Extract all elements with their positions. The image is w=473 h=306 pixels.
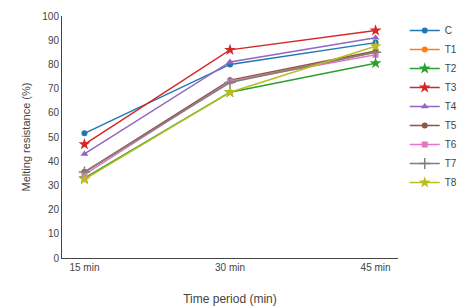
svg-text:T4: T4 xyxy=(445,101,457,112)
svg-text:30 min: 30 min xyxy=(215,262,245,273)
svg-text:Time period (min): Time period (min) xyxy=(183,292,277,306)
svg-text:T6: T6 xyxy=(445,139,457,150)
svg-text:15 min: 15 min xyxy=(69,262,99,273)
svg-text:70: 70 xyxy=(48,83,60,94)
svg-text:Melting resistance (%): Melting resistance (%) xyxy=(20,83,32,192)
svg-text:T7: T7 xyxy=(445,158,457,169)
svg-text:T8: T8 xyxy=(445,177,457,188)
svg-text:T3: T3 xyxy=(445,82,457,93)
svg-text:80: 80 xyxy=(48,59,60,70)
svg-text:T2: T2 xyxy=(445,63,457,74)
svg-text:0: 0 xyxy=(53,253,59,264)
svg-text:C: C xyxy=(445,25,452,36)
svg-text:90: 90 xyxy=(48,35,60,46)
svg-text:60: 60 xyxy=(48,107,60,118)
svg-text:T5: T5 xyxy=(445,120,457,131)
svg-text:100: 100 xyxy=(42,11,59,22)
svg-text:40: 40 xyxy=(48,156,60,167)
svg-text:50: 50 xyxy=(48,132,60,143)
svg-text:20: 20 xyxy=(48,204,60,215)
svg-text:10: 10 xyxy=(48,228,60,239)
svg-text:45 min: 45 min xyxy=(361,262,391,273)
svg-text:30: 30 xyxy=(48,180,60,191)
svg-text:T1: T1 xyxy=(445,44,457,55)
